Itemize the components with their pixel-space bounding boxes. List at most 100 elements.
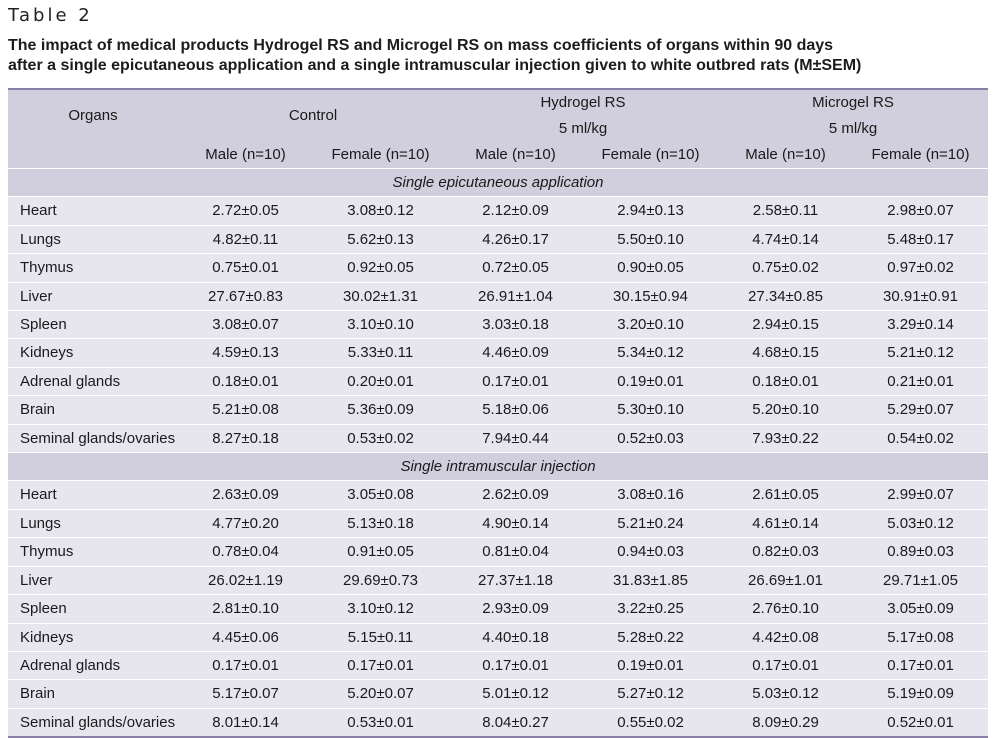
value-cell: 5.30±0.10 [583,395,718,425]
organ-name-cell: Adrenal glands [8,650,178,680]
value-cell: 0.92±0.05 [313,253,448,283]
value-cell: 26.69±1.01 [718,565,853,595]
value-cell: 4.46±0.09 [448,338,583,368]
value-cell: 0.20±0.01 [313,366,448,396]
control-female-header: Female (n=10) [331,146,430,163]
value-cell: 30.15±0.94 [583,281,718,311]
table-row: Seminal glands/ovaries 8.01±0.14 0.53±0.01… [8,707,988,738]
table-row: Thymus 0.75±0.01 0.92±0.05 0.72±0.05 0.90±0.… [8,253,988,283]
value-cell: 0.75±0.01 [178,253,313,283]
value-cell: 4.42±0.08 [718,622,853,652]
value-cell: 3.08±0.07 [178,310,313,339]
value-cell: 0.90±0.05 [583,253,718,283]
organ-name-cell: Spleen [8,310,178,339]
value-cell: 2.61±0.05 [718,480,853,510]
organ-name-cell: Thymus [8,537,178,567]
value-cell: 5.20±0.07 [313,679,448,709]
table-row: Adrenal glands 0.18±0.01 0.20±0.01 0.17±0.0… [8,366,988,396]
caption-line-2: after a single epicutaneous application … [8,57,862,74]
value-cell: 0.17±0.01 [718,650,853,680]
value-cell: 2.76±0.10 [718,594,853,623]
value-cell: 5.62±0.13 [313,224,448,254]
organ-name-cell: Heart [8,480,178,510]
value-cell: 4.26±0.17 [448,224,583,254]
value-cell: 5.21±0.24 [583,508,718,538]
value-cell: 7.93±0.22 [718,423,853,453]
table-body: Single epicutaneous application Heart 2.72… [8,167,988,738]
organ-name-cell: Spleen [8,594,178,623]
value-cell: 0.75±0.02 [718,253,853,283]
table-label: Table 2 [8,5,93,26]
value-cell: 0.52±0.01 [853,707,988,738]
value-cell: 5.21±0.08 [178,395,313,425]
value-cell: 0.89±0.03 [853,537,988,567]
value-cell: 2.63±0.09 [178,480,313,510]
value-cell: 27.34±0.85 [718,281,853,311]
value-cell: 31.83±1.85 [583,565,718,595]
table-row: Thymus 0.78±0.04 0.91±0.05 0.81±0.04 0.94±0.… [8,537,988,567]
value-cell: 4.59±0.13 [178,338,313,368]
value-cell: 3.29±0.14 [853,310,988,339]
value-cell: 0.18±0.01 [178,366,313,396]
value-cell: 8.27±0.18 [178,423,313,453]
organ-name-cell: Seminal glands/ovaries [8,707,178,738]
value-cell: 2.58±0.11 [718,196,853,226]
organ-name-cell: Liver [8,281,178,311]
value-cell: 5.17±0.07 [178,679,313,709]
value-cell: 0.91±0.05 [313,537,448,567]
table-row: Kidneys 4.45±0.06 5.15±0.11 4.40±0.18 5.28±0… [8,622,988,652]
value-cell: 5.50±0.10 [583,224,718,254]
table-row: Heart 2.63±0.09 3.05±0.08 2.62±0.09 3.08±0.1… [8,480,988,510]
value-cell: 5.36±0.09 [313,395,448,425]
value-cell: 8.04±0.27 [448,707,583,738]
table-row: Spleen 2.81±0.10 3.10±0.12 2.93±0.09 3.22±0.… [8,594,988,623]
value-cell: 0.81±0.04 [448,537,583,567]
value-cell: 2.94±0.13 [583,196,718,226]
organ-name-cell: Heart [8,196,178,226]
value-cell: 5.29±0.07 [853,395,988,425]
value-cell: 0.17±0.01 [448,650,583,680]
value-cell: 3.05±0.09 [853,594,988,623]
organ-name-cell: Brain [8,395,178,425]
value-cell: 3.08±0.16 [583,480,718,510]
value-cell: 29.71±1.05 [853,565,988,595]
section-header-row: Single intramuscular injection [8,452,988,481]
table-row: Brain 5.17±0.07 5.20±0.07 5.01±0.12 5.27±0.1… [8,679,988,709]
value-cell: 3.08±0.12 [313,196,448,226]
value-cell: 5.34±0.12 [583,338,718,368]
table-row: Kidneys 4.59±0.13 5.33±0.11 4.46±0.09 5.34±0… [8,338,988,368]
value-cell: 27.67±0.83 [178,281,313,311]
value-cell: 5.03±0.12 [853,508,988,538]
empty-header-cell [8,142,178,169]
microgel-male-header: Male (n=10) [745,146,826,163]
microgel-dose: 5 ml/kg [828,120,878,137]
organ-name-cell: Seminal glands/ovaries [8,423,178,453]
organs-header: Organs [68,107,118,124]
value-cell: 3.10±0.10 [313,310,448,339]
hydrogel-dose: 5 ml/kg [558,120,608,137]
data-table: Organs Control Hydrogel RS Microgel RS 5… [8,88,988,738]
value-cell: 3.22±0.25 [583,594,718,623]
value-cell: 5.27±0.12 [583,679,718,709]
value-cell: 3.20±0.10 [583,310,718,339]
value-cell: 0.97±0.02 [853,253,988,283]
table-row: Seminal glands/ovaries 8.27±0.18 0.53±0.02… [8,423,988,453]
organ-name-cell: Kidneys [8,338,178,368]
table-row: Adrenal glands 0.17±0.01 0.17±0.01 0.17±0.0… [8,650,988,680]
value-cell: 2.99±0.07 [853,480,988,510]
value-cell: 4.77±0.20 [178,508,313,538]
value-cell: 0.54±0.02 [853,423,988,453]
value-cell: 0.18±0.01 [718,366,853,396]
value-cell: 5.01±0.12 [448,679,583,709]
organ-name-cell: Lungs [8,224,178,254]
value-cell: 26.02±1.19 [178,565,313,595]
value-cell: 27.37±1.18 [448,565,583,595]
value-cell: 8.09±0.29 [718,707,853,738]
control-header: Control [288,107,338,124]
value-cell: 5.20±0.10 [718,395,853,425]
organ-name-cell: Lungs [8,508,178,538]
value-cell: 2.72±0.05 [178,196,313,226]
value-cell: 0.94±0.03 [583,537,718,567]
table-row: Lungs 4.82±0.11 5.62±0.13 4.26±0.17 5.50±0.1… [8,224,988,254]
value-cell: 0.53±0.02 [313,423,448,453]
